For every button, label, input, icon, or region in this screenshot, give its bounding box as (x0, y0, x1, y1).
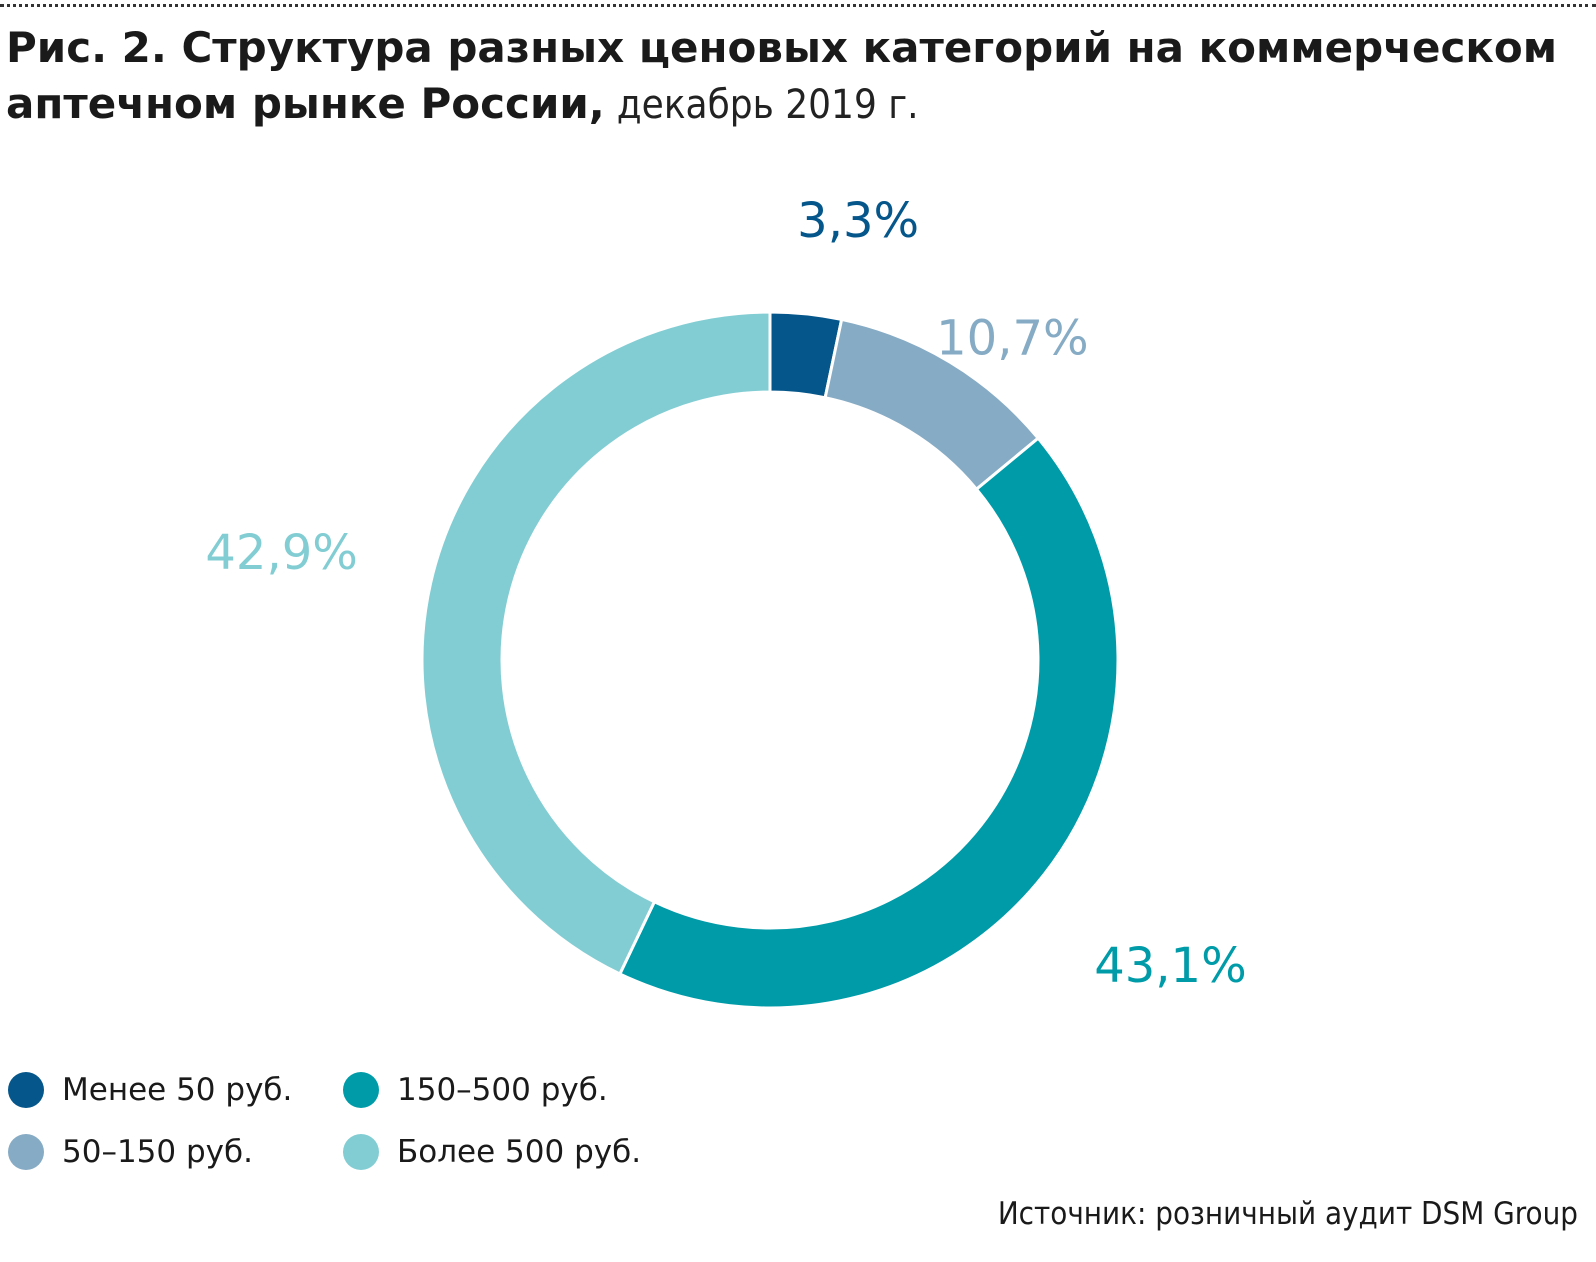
legend-swatch (343, 1072, 379, 1108)
chart-subtitle: декабрь 2019 г. (616, 82, 919, 128)
legend-swatch (343, 1134, 379, 1170)
donut-value-label: 10,7% (936, 311, 1088, 367)
legend-swatch (8, 1134, 44, 1170)
donut-slice (617, 436, 1120, 1010)
chart-title-main: Рис. 2. Структура разных ценовых категор… (6, 23, 1558, 128)
donut-value-labels: 3,3% 10,7% 43,1% 42,9% (205, 193, 1246, 994)
donut-slices (420, 310, 1120, 1010)
chart-title: Рис. 2. Структура разных ценовых категор… (6, 20, 1591, 133)
source-note: Источник: розничный аудит DSM Group (997, 1196, 1578, 1232)
legend-item-150-500: 150–500 руб. (343, 1070, 608, 1110)
legend-label: Менее 50 руб. (62, 1072, 293, 1108)
donut-slice (420, 310, 772, 976)
legend-label: 150–500 руб. (397, 1072, 608, 1108)
legend-label: Более 500 руб. (397, 1134, 642, 1170)
legend-item-less-50: Менее 50 руб. (8, 1070, 292, 1110)
donut-value-label: 43,1% (1094, 938, 1246, 994)
legend: Менее 50 руб. 150–500 руб. 50–150 руб. Б… (8, 1070, 708, 1200)
donut-value-label: 3,3% (797, 193, 919, 249)
legend-label: 50–150 руб. (62, 1134, 253, 1170)
legend-swatch (8, 1072, 44, 1108)
legend-item-more-500: Более 500 руб. (343, 1132, 641, 1172)
legend-item-50-150: 50–150 руб. (8, 1132, 253, 1172)
top-dotted-rule (0, 4, 1596, 7)
donut-value-label: 42,9% (205, 525, 357, 581)
